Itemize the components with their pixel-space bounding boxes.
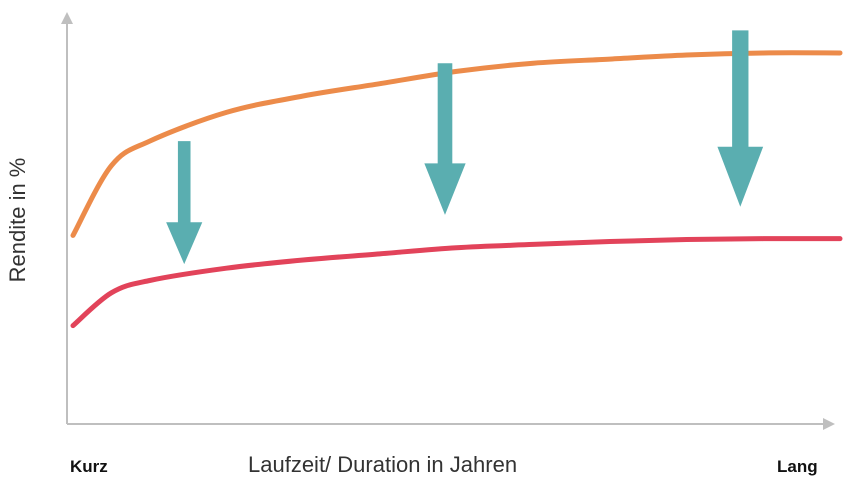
x-axis-label: Laufzeit/ Duration in Jahren — [248, 452, 518, 477]
y-axis-label: Rendite in % — [5, 157, 30, 283]
x-tick-label-lang: Lang — [777, 457, 818, 476]
x-tick-label-kurz: Kurz — [70, 457, 108, 476]
down-arrow-2 — [424, 63, 466, 215]
lower-yield-curve — [70, 236, 843, 329]
upper-yield-curve — [70, 50, 843, 238]
down-arrow-1 — [166, 141, 203, 265]
down-arrow-3 — [717, 30, 764, 207]
y-axis-arrowhead — [61, 12, 73, 24]
x-axis-arrowhead — [823, 418, 835, 430]
